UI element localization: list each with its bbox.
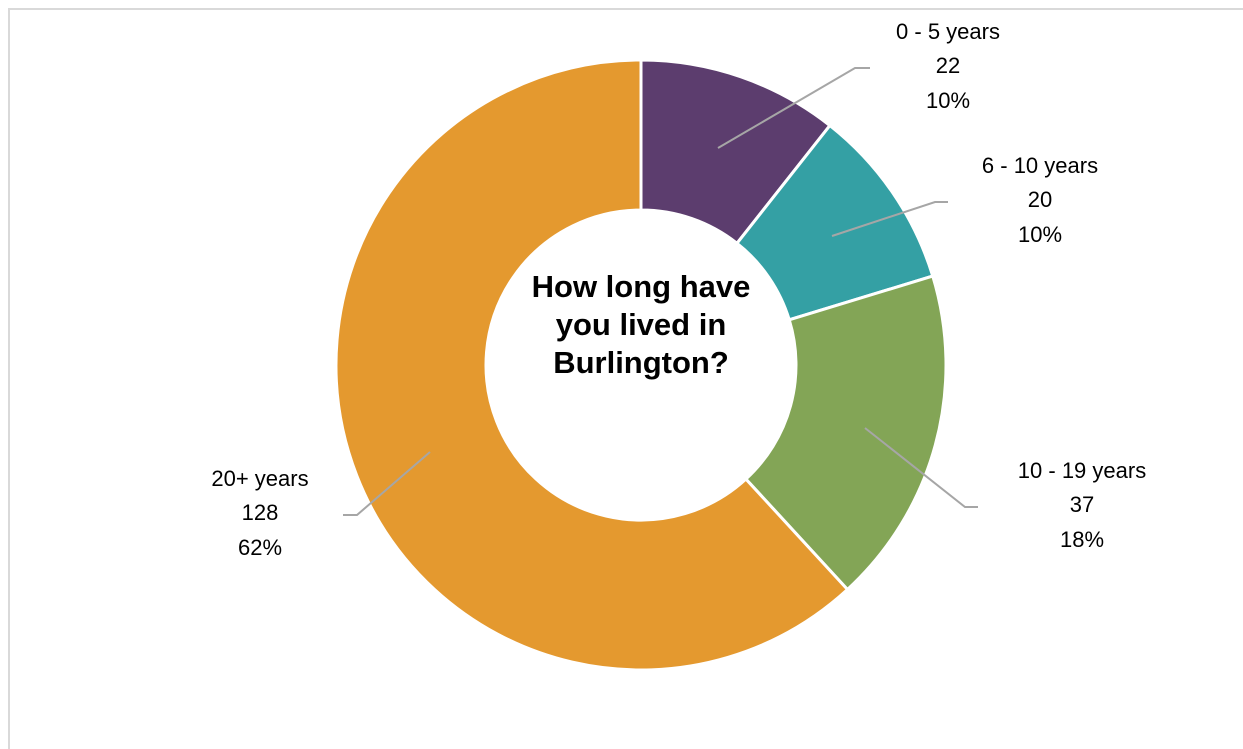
value-label: 20 (1028, 187, 1052, 212)
chart-frame (8, 8, 1243, 749)
category-label: 20+ years (211, 466, 308, 491)
category-label: 6 - 10 years (982, 153, 1098, 178)
leader-line (864, 427, 978, 508)
percent-label: 18% (1060, 527, 1104, 552)
percent-label: 10% (926, 88, 970, 113)
leader-line (717, 67, 870, 149)
value-label: 37 (1070, 492, 1094, 517)
donut-slice (334, 58, 850, 672)
value-label: 22 (936, 53, 960, 78)
leader-line (343, 451, 431, 516)
donut-slice (743, 274, 948, 592)
value-label: 128 (242, 500, 279, 525)
category-label: 0 - 5 years (896, 19, 1000, 44)
percent-label: 62% (238, 535, 282, 560)
leader-line (831, 201, 948, 237)
chart-title: How long have you lived in Burlington? (531, 269, 751, 380)
category-label: 10 - 19 years (1018, 458, 1146, 483)
percent-label: 10% (1018, 222, 1062, 247)
